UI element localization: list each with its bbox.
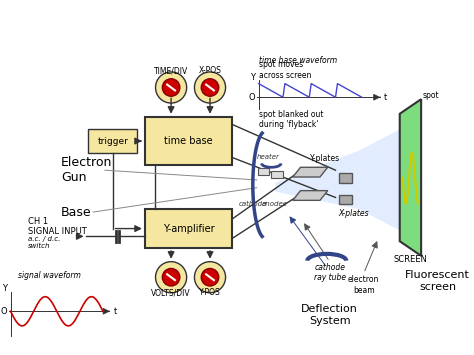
Text: electron
beam: electron beam	[348, 275, 379, 295]
Text: Y: Y	[250, 73, 255, 82]
Text: Base: Base	[61, 206, 92, 219]
Circle shape	[194, 72, 226, 103]
Text: t: t	[114, 307, 117, 316]
FancyBboxPatch shape	[258, 168, 269, 175]
Text: Electron
Gun: Electron Gun	[61, 156, 112, 184]
Polygon shape	[275, 129, 400, 230]
Text: cathode: cathode	[238, 201, 267, 207]
FancyBboxPatch shape	[145, 209, 232, 248]
Text: Y-plates: Y-plates	[310, 154, 340, 163]
Text: t: t	[384, 93, 387, 102]
Text: anodee: anodee	[262, 201, 288, 207]
Text: CH 1
SIGNAL INPUT: CH 1 SIGNAL INPUT	[28, 217, 87, 236]
Text: SCREEN: SCREEN	[393, 255, 428, 264]
FancyBboxPatch shape	[145, 117, 232, 165]
Circle shape	[155, 72, 187, 103]
Text: Y: Y	[1, 284, 7, 293]
Text: X-POS: X-POS	[199, 66, 221, 76]
FancyBboxPatch shape	[88, 129, 137, 153]
Text: spot: spot	[423, 91, 440, 100]
Text: time base: time base	[164, 136, 213, 146]
Text: O: O	[0, 307, 7, 316]
Text: Fluorescent
screen: Fluorescent screen	[405, 271, 470, 292]
FancyBboxPatch shape	[339, 173, 352, 183]
Circle shape	[201, 268, 219, 286]
Text: O: O	[248, 93, 255, 102]
Circle shape	[194, 262, 226, 293]
Circle shape	[162, 268, 180, 286]
Text: trigger: trigger	[97, 137, 128, 146]
Text: spot moves
across screen: spot moves across screen	[259, 60, 311, 80]
Text: time base waveform: time base waveform	[259, 56, 337, 65]
Text: cathode
ray tube: cathode ray tube	[314, 263, 346, 282]
Circle shape	[162, 79, 180, 96]
Text: spot blanked out
during 'flyback': spot blanked out during 'flyback'	[259, 110, 323, 129]
FancyBboxPatch shape	[339, 195, 352, 204]
Text: Deflection
System: Deflection System	[301, 305, 358, 326]
Polygon shape	[293, 191, 328, 200]
Polygon shape	[293, 167, 328, 177]
Text: a.c. / d.c.
switch: a.c. / d.c. switch	[28, 236, 61, 249]
Circle shape	[201, 79, 219, 96]
Circle shape	[155, 262, 187, 293]
Text: heater: heater	[257, 154, 280, 160]
Polygon shape	[400, 99, 421, 256]
Text: TIME/DIV: TIME/DIV	[154, 66, 188, 76]
Text: X-plates: X-plates	[338, 209, 369, 218]
FancyBboxPatch shape	[271, 171, 283, 178]
Text: signal waveform: signal waveform	[18, 271, 81, 280]
Text: Y-amplifier: Y-amplifier	[163, 224, 214, 234]
Text: VOLTS/DIV: VOLTS/DIV	[151, 288, 191, 297]
Text: Y-POS: Y-POS	[199, 288, 221, 297]
